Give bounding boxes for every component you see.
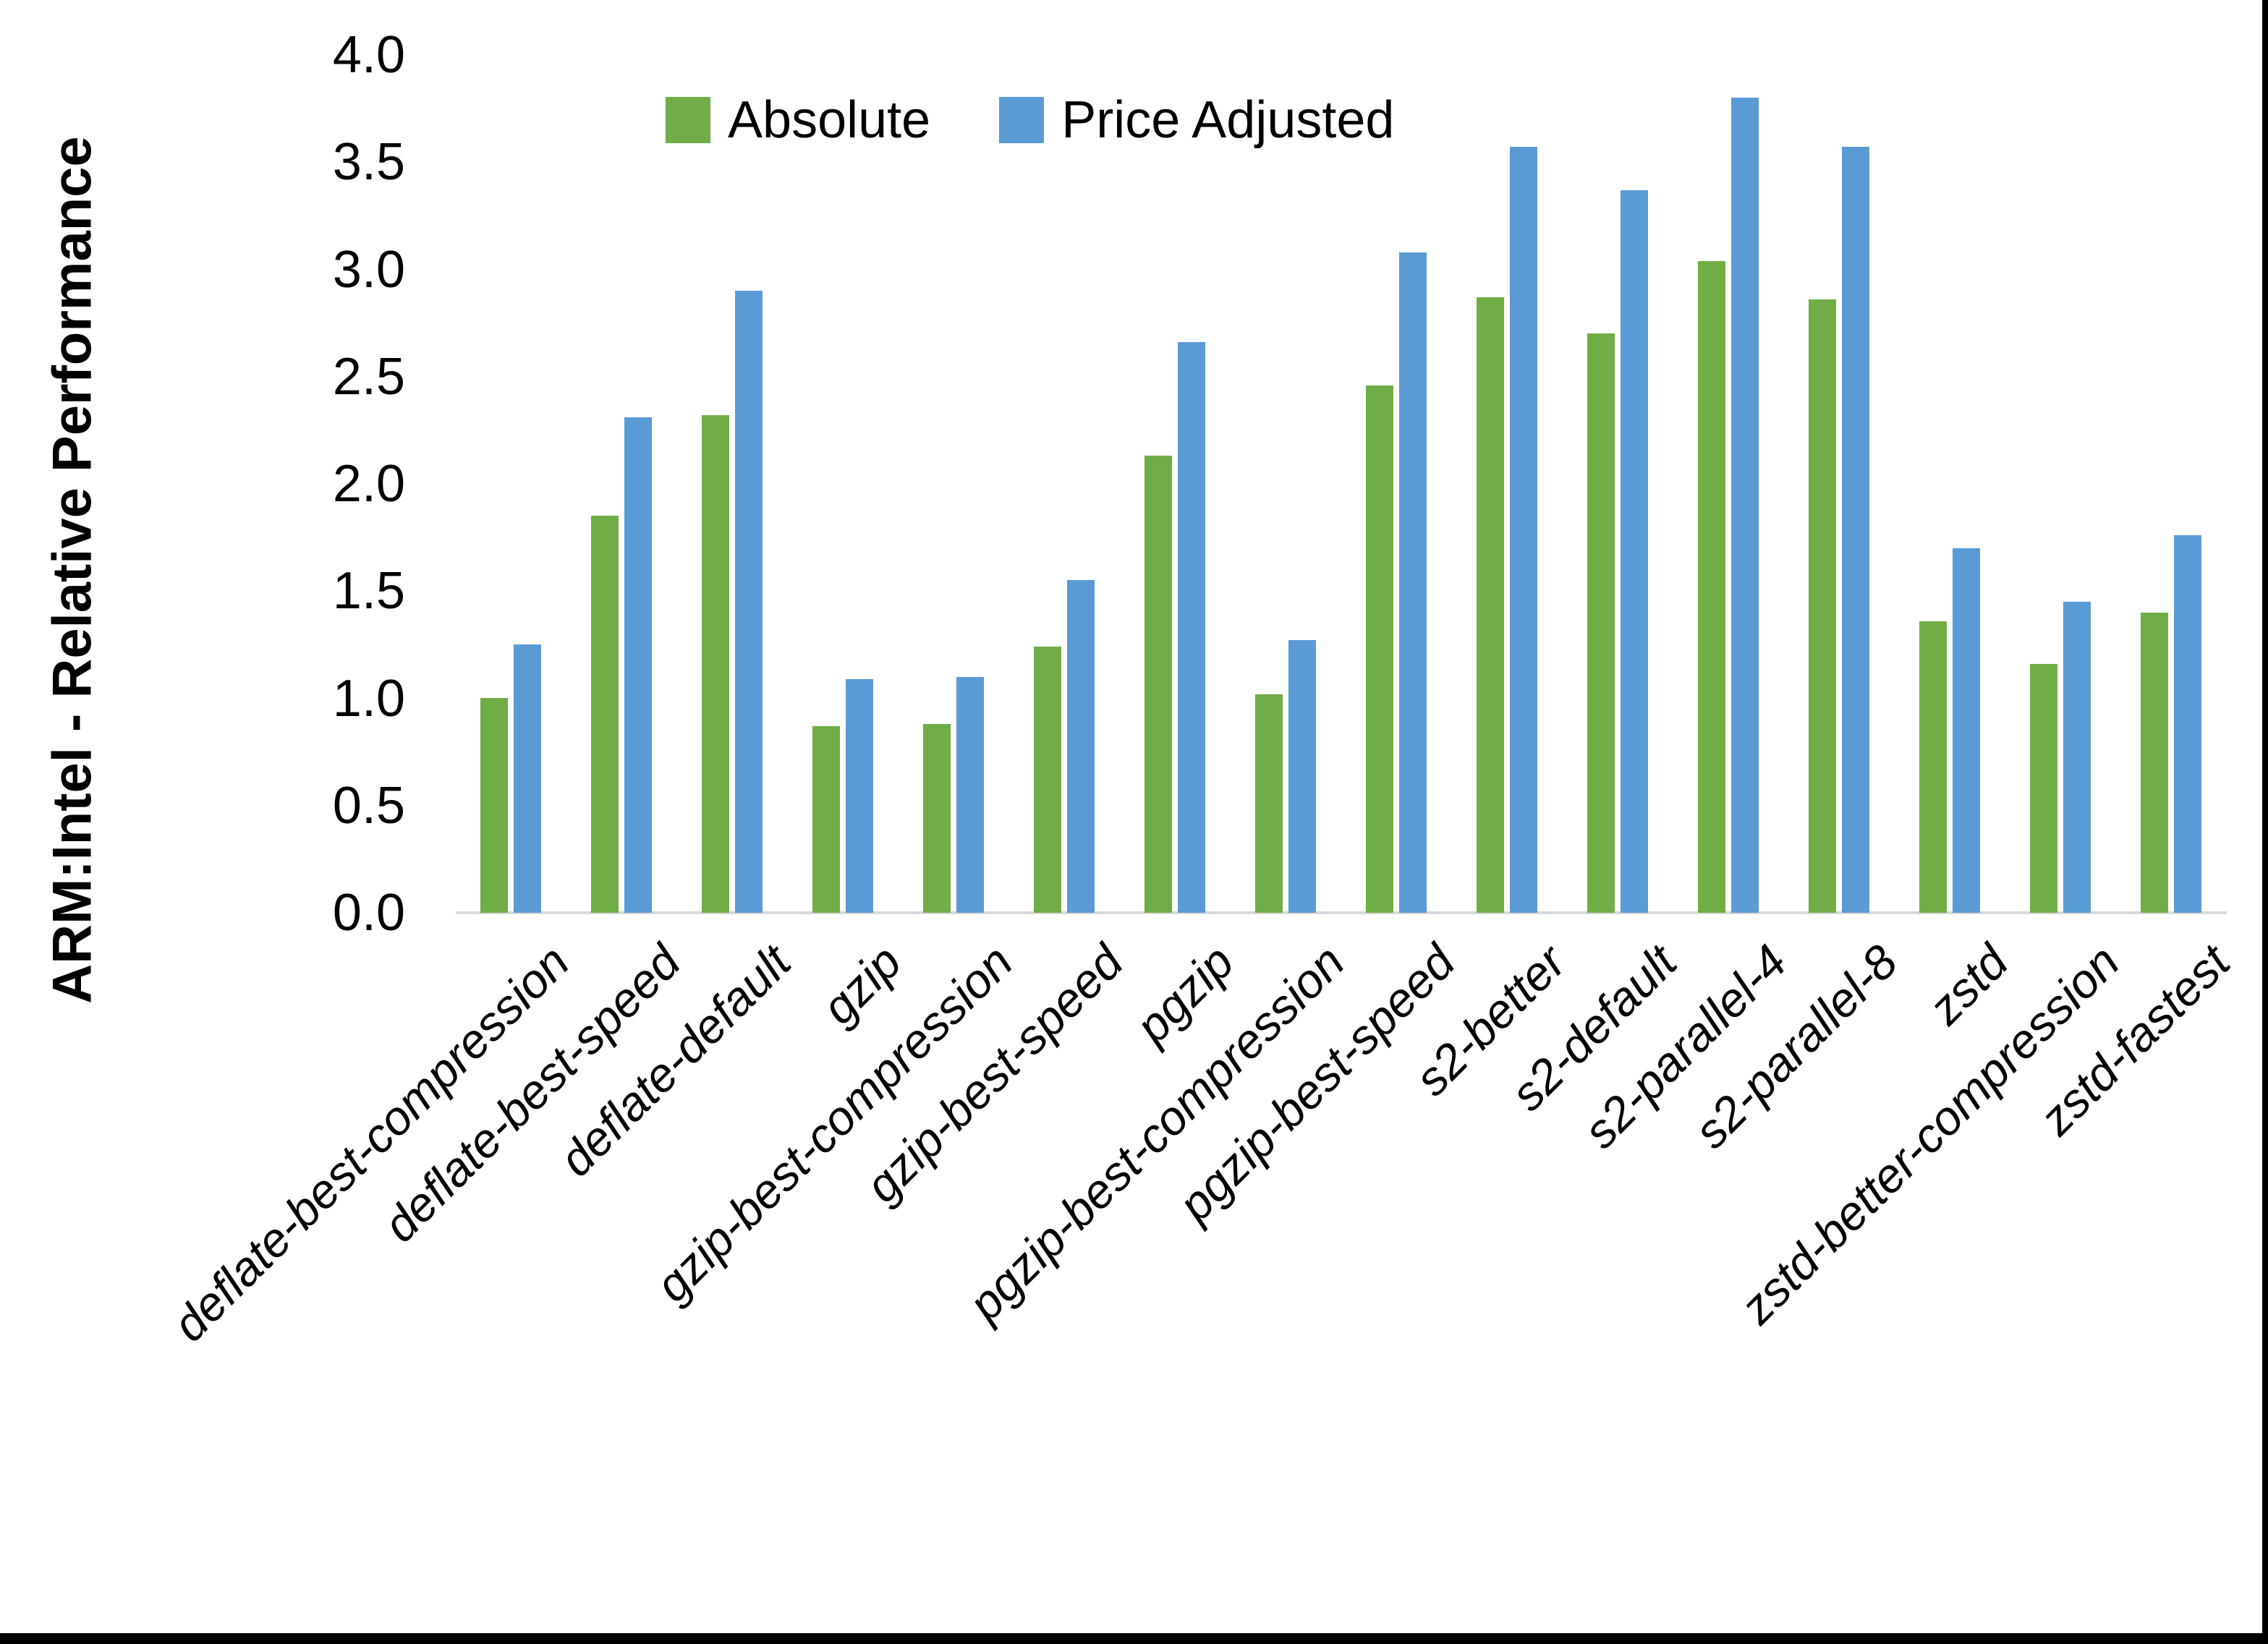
bar-price-adjusted-s2-parallel-4 (1731, 98, 1759, 913)
y-tick-label: 3.5 (332, 133, 405, 192)
bar-price-adjusted-gzip-best-compression (956, 677, 984, 913)
y-tick-label: 4.0 (332, 26, 405, 84)
legend-swatch-price-adjusted (999, 97, 1045, 143)
y-tick-label: 1.0 (332, 669, 405, 728)
bar-price-adjusted-gzip-best-speed (1067, 580, 1095, 913)
x-category-label-zstd: zstd (1919, 934, 2018, 1035)
bar-absolute-deflate-best-compression (480, 698, 508, 913)
bar-absolute-s2-parallel-4 (1698, 261, 1725, 913)
bar-absolute-deflate-best-speed (591, 516, 619, 913)
window-border-right (2262, 0, 2268, 1644)
bar-absolute-s2-default (1587, 333, 1615, 913)
y-tick-label: 2.5 (332, 347, 405, 406)
y-tick-label: 2.0 (332, 455, 405, 513)
bar-price-adjusted-s2-parallel-8 (1842, 147, 1869, 913)
legend-swatch-absolute (666, 97, 710, 143)
y-tick-label: 0.5 (332, 776, 405, 835)
bar-absolute-pgzip-best-compression (1255, 694, 1283, 913)
bar-absolute-s2-parallel-8 (1809, 299, 1836, 913)
legend-label-absolute: Absolute (728, 91, 931, 149)
bar-price-adjusted-pgzip-best-compression (1288, 640, 1316, 913)
bar-price-adjusted-zstd-fastest (2174, 535, 2201, 913)
y-tick-label: 3.0 (332, 240, 405, 299)
bar-price-adjusted-pgzip-best-speed (1399, 252, 1427, 913)
x-axis-line (456, 911, 2227, 914)
bar-price-adjusted-s2-default (1621, 190, 1648, 913)
bar-absolute-deflate-default (702, 415, 729, 913)
window-border-bottom (0, 1633, 2268, 1644)
x-category-label-gzip: gzip (812, 934, 912, 1035)
y-axis-title: ARM:Intel - Relative Performance (41, 136, 103, 1004)
bar-price-adjusted-zstd-better-compression (2063, 602, 2091, 913)
bar-absolute-s2-better (1477, 297, 1504, 913)
y-tick-label: 1.5 (332, 562, 405, 621)
bar-absolute-zstd (1919, 621, 1947, 913)
bar-price-adjusted-deflate-default (735, 291, 763, 913)
bar-price-adjusted-zstd (1953, 548, 1980, 913)
bar-absolute-pgzip (1144, 456, 1172, 913)
legend-item-price-adjusted: Price Adjusted (999, 94, 1394, 146)
y-tick-label: 0.0 (332, 884, 405, 942)
legend-label-price-adjusted: Price Adjusted (1061, 91, 1395, 149)
bar-absolute-gzip-best-speed (1034, 647, 1061, 913)
bar-absolute-pgzip-best-speed (1366, 386, 1393, 913)
legend-item-absolute: Absolute (666, 94, 930, 146)
bar-absolute-gzip-best-compression (923, 724, 951, 913)
bar-price-adjusted-pgzip (1178, 342, 1205, 913)
bar-price-adjusted-s2-better (1510, 147, 1537, 913)
bar-absolute-zstd-better-compression (2030, 664, 2057, 913)
bar-price-adjusted-deflate-best-speed (624, 417, 652, 913)
bar-absolute-zstd-fastest (2141, 613, 2168, 913)
bar-price-adjusted-gzip (846, 679, 873, 913)
bar-price-adjusted-deflate-best-compression (514, 644, 541, 913)
bar-absolute-gzip (812, 726, 840, 913)
legend: Absolute Price Adjusted (666, 94, 1394, 146)
